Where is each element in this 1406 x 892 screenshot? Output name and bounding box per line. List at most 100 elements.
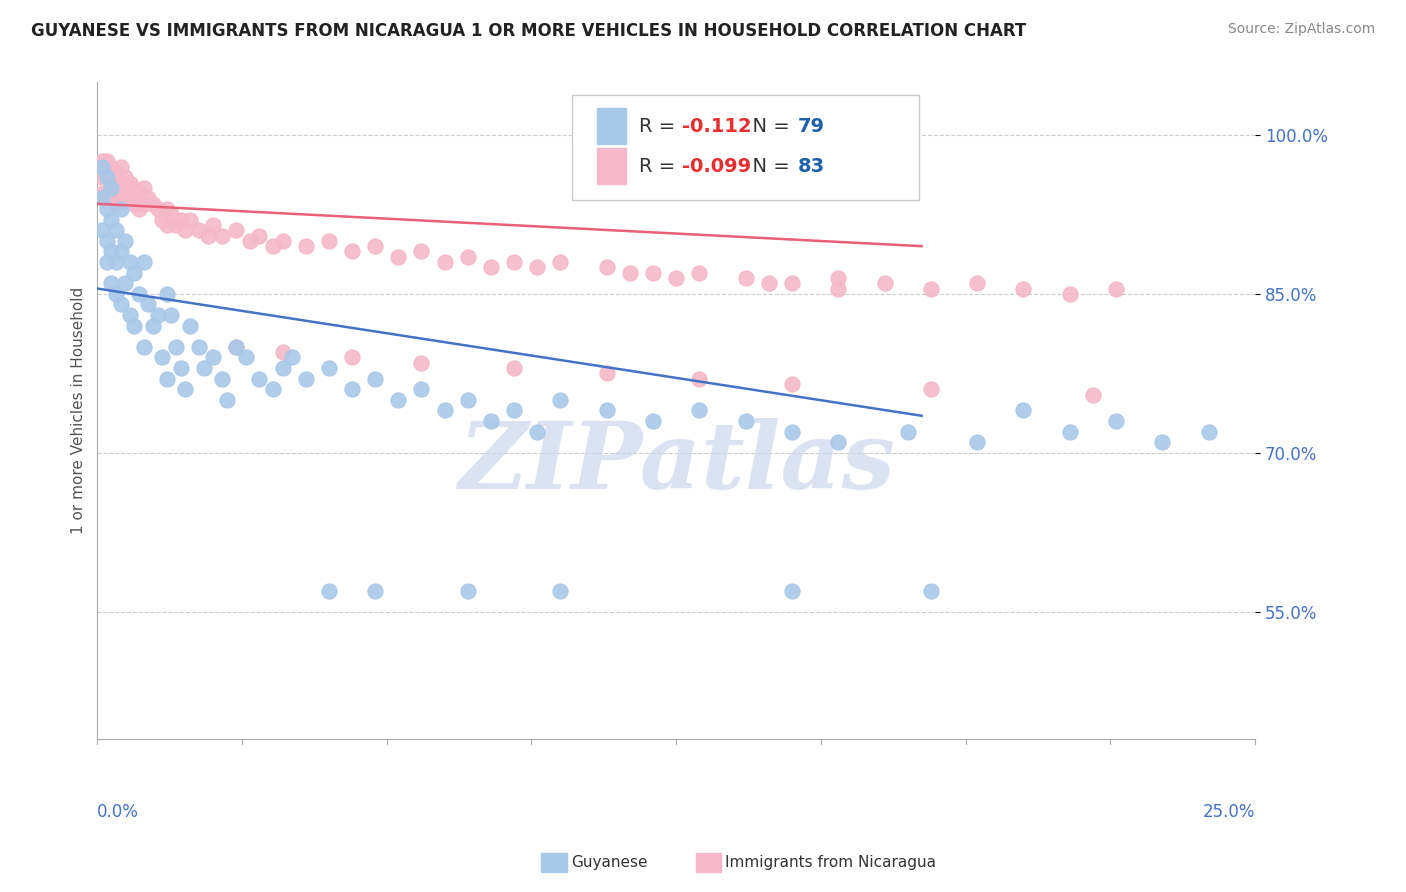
Point <box>142 318 165 333</box>
Point <box>457 250 479 264</box>
Point <box>262 239 284 253</box>
Point <box>160 308 183 322</box>
Text: GUYANESE VS IMMIGRANTS FROM NICARAGUA 1 OR MORE VEHICLES IN HOUSEHOLD CORRELATIO: GUYANESE VS IMMIGRANTS FROM NICARAGUA 1 … <box>31 22 1026 40</box>
Point <box>160 207 183 221</box>
Point <box>114 234 136 248</box>
Point <box>132 255 155 269</box>
Point <box>156 286 179 301</box>
Point <box>503 361 526 376</box>
Point <box>104 255 127 269</box>
Point <box>100 212 122 227</box>
Point <box>966 277 988 291</box>
Point <box>827 282 849 296</box>
Point <box>110 160 132 174</box>
Point <box>920 382 942 396</box>
Text: Guyanese: Guyanese <box>571 855 647 870</box>
Point <box>239 234 262 248</box>
FancyBboxPatch shape <box>572 95 920 200</box>
Point <box>340 382 363 396</box>
Point <box>170 361 193 376</box>
Point <box>503 403 526 417</box>
Point <box>318 583 340 598</box>
Point <box>225 340 247 354</box>
Point <box>156 218 179 232</box>
Text: 79: 79 <box>797 117 825 136</box>
Point <box>91 160 114 174</box>
Point <box>433 403 456 417</box>
Point <box>526 425 548 439</box>
Point <box>114 170 136 185</box>
Text: -0.112: -0.112 <box>682 117 752 136</box>
Point <box>479 414 502 428</box>
Point <box>114 186 136 201</box>
Bar <box>598 108 627 145</box>
Point <box>340 351 363 365</box>
Point <box>96 255 118 269</box>
Point <box>100 244 122 259</box>
Point <box>1012 282 1035 296</box>
Point <box>156 202 179 216</box>
Point <box>780 376 803 391</box>
Point <box>262 382 284 396</box>
Point <box>249 372 271 386</box>
Point <box>96 170 118 185</box>
Point <box>197 228 219 243</box>
Point <box>150 351 173 365</box>
Text: N =: N = <box>740 117 796 136</box>
Point <box>225 223 247 237</box>
Text: 83: 83 <box>797 156 825 176</box>
Point <box>193 361 215 376</box>
Point <box>294 372 316 386</box>
Point <box>202 218 225 232</box>
Point <box>96 154 118 169</box>
Point <box>110 192 132 206</box>
Point <box>118 176 141 190</box>
Point <box>174 223 197 237</box>
Point <box>364 372 387 386</box>
Point <box>100 277 122 291</box>
Point <box>1059 425 1081 439</box>
Point <box>142 196 165 211</box>
Point <box>96 186 118 201</box>
Point <box>641 414 664 428</box>
Point <box>619 266 641 280</box>
Point <box>104 286 127 301</box>
Point <box>1081 387 1104 401</box>
Point <box>96 202 118 216</box>
Point <box>688 403 710 417</box>
Point <box>734 414 756 428</box>
Point <box>132 181 155 195</box>
Point <box>124 196 146 211</box>
Point <box>96 234 118 248</box>
Point <box>136 297 159 311</box>
Point <box>873 277 896 291</box>
Point <box>827 435 849 450</box>
Point <box>110 244 132 259</box>
Point <box>118 255 141 269</box>
Point <box>91 186 114 201</box>
Point <box>91 192 114 206</box>
Point <box>118 308 141 322</box>
Point <box>596 403 619 417</box>
Point <box>202 351 225 365</box>
Point <box>271 361 294 376</box>
Point <box>110 297 132 311</box>
Point <box>550 255 572 269</box>
Point <box>132 340 155 354</box>
Point <box>91 223 114 237</box>
Point <box>411 382 433 396</box>
Point <box>156 372 179 386</box>
Point <box>1059 286 1081 301</box>
Point <box>340 244 363 259</box>
Point <box>780 425 803 439</box>
Point <box>104 165 127 179</box>
Point <box>91 154 114 169</box>
Point <box>188 223 211 237</box>
Point <box>503 255 526 269</box>
Point <box>110 202 132 216</box>
Point <box>364 583 387 598</box>
Point <box>128 286 150 301</box>
Text: ZIPatlas: ZIPatlas <box>458 418 894 508</box>
Point <box>387 392 409 407</box>
Point <box>966 435 988 450</box>
